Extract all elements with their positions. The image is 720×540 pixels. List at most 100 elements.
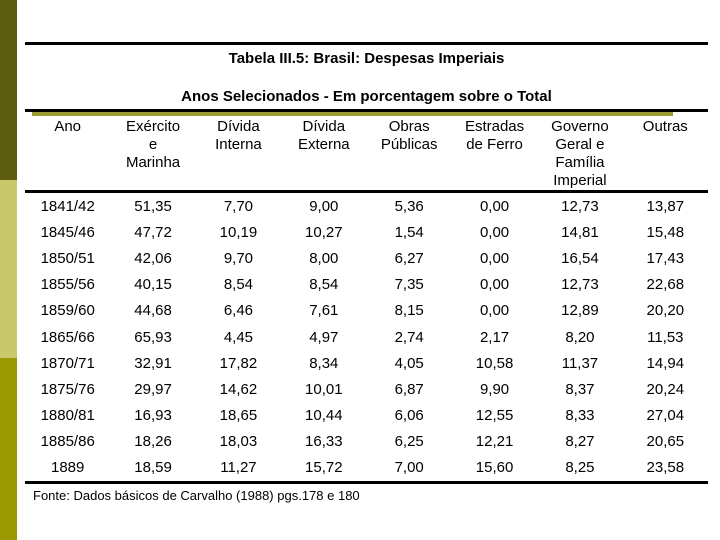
value-cell: 23,58 bbox=[646, 459, 685, 477]
value-cell: 18,26 bbox=[134, 433, 172, 451]
value-cell: 42,06 bbox=[134, 249, 172, 267]
value-cell: 8,54 bbox=[309, 276, 339, 294]
value-cell: 20,65 bbox=[646, 433, 685, 451]
value-cell: 9,90 bbox=[479, 380, 510, 398]
value-cell: 2,17 bbox=[479, 328, 510, 346]
table-bottom-rule bbox=[25, 481, 708, 484]
accent-bar-segment-medium bbox=[0, 358, 17, 540]
column-header-divida-externa: Dívida Externa bbox=[297, 118, 350, 153]
value-cell: 16,54 bbox=[561, 249, 599, 267]
value-cell: 2,74 bbox=[394, 328, 424, 346]
value-cell: 17,43 bbox=[646, 249, 685, 267]
value-cell: 29,97 bbox=[134, 380, 172, 398]
header-bottom-rule bbox=[25, 190, 708, 193]
value-cell: 18,59 bbox=[134, 459, 172, 477]
value-cell: 10,58 bbox=[475, 354, 514, 372]
value-cell: 4,45 bbox=[223, 328, 254, 346]
value-cell: 12,89 bbox=[561, 302, 599, 320]
value-cell: 47,72 bbox=[134, 223, 172, 241]
value-cell: 65,93 bbox=[134, 328, 172, 346]
value-cell: 44,68 bbox=[134, 302, 172, 320]
table-header-row: Ano Exército e Marinha Dívida Interna Dívid… bbox=[25, 117, 708, 190]
value-cell: 0,00 bbox=[479, 302, 510, 320]
table-row: 1885/86 18,26 18,03 16,33 6,25 12,21 8,27 20,65 bbox=[25, 429, 708, 455]
year-cell: 1875/76 bbox=[40, 380, 95, 398]
value-cell: 22,68 bbox=[646, 276, 685, 294]
value-cell: 6,46 bbox=[223, 302, 254, 320]
value-cell: 11,37 bbox=[561, 354, 599, 372]
value-cell: 8,37 bbox=[565, 380, 595, 398]
column-header-governo-geral-e-familia-imperial: Governo Geral e Família Imperial bbox=[551, 118, 609, 189]
value-cell: 7,61 bbox=[309, 302, 339, 320]
value-cell: 6,25 bbox=[394, 433, 424, 451]
table-row: 1875/76 29,97 14,62 10,01 6,87 9,90 8,37 20,24 bbox=[25, 376, 708, 402]
column-header-ano: Ano bbox=[54, 118, 82, 135]
value-cell: 9,70 bbox=[223, 249, 254, 267]
accent-bar-segment-light bbox=[0, 180, 17, 358]
header-accent-underline bbox=[32, 112, 673, 116]
table-row: 1855/56 40,15 8,54 8,54 7,35 0,00 12,73 22,68 bbox=[25, 272, 708, 298]
value-cell: 40,15 bbox=[134, 276, 172, 294]
value-cell: 10,19 bbox=[219, 223, 258, 241]
table-row: 1865/66 65,93 4,45 4,97 2,74 2,17 8,20 11,53 bbox=[25, 324, 708, 350]
value-cell: 14,94 bbox=[646, 354, 685, 372]
table-row: 1850/51 42,06 9,70 8,00 6,27 0,00 16,54 17,43 bbox=[25, 245, 708, 271]
value-cell: 8,54 bbox=[223, 276, 254, 294]
value-cell: 0,00 bbox=[479, 197, 510, 215]
value-cell: 8,34 bbox=[309, 354, 339, 372]
accent-bar-segment-dark bbox=[0, 0, 17, 180]
year-cell: 1889 bbox=[51, 459, 85, 477]
value-cell: 18,65 bbox=[219, 407, 258, 425]
value-cell: 9,00 bbox=[309, 197, 339, 215]
value-cell: 12,21 bbox=[475, 433, 514, 451]
value-cell: 6,87 bbox=[394, 380, 424, 398]
year-cell: 1850/51 bbox=[40, 249, 95, 267]
value-cell: 4,97 bbox=[309, 328, 339, 346]
value-cell: 27,04 bbox=[646, 407, 685, 425]
slide-subtitle: Anos Selecionados - Em porcentagem sobre… bbox=[181, 88, 552, 105]
value-cell: 15,48 bbox=[646, 223, 685, 241]
column-header-exercito-e-marinha: Exército e Marinha bbox=[125, 118, 181, 171]
despesas-imperiais-table: Ano Exército e Marinha Dívida Interna Dívid… bbox=[25, 117, 708, 484]
value-cell: 18,03 bbox=[219, 433, 258, 451]
value-cell: 4,05 bbox=[394, 354, 424, 372]
value-cell: 7,00 bbox=[394, 459, 424, 477]
value-cell: 0,00 bbox=[479, 223, 510, 241]
table-body: 1841/42 51,35 7,70 9,00 5,36 0,00 12,73 13,87 18… bbox=[25, 193, 708, 481]
value-cell: 6,06 bbox=[394, 407, 424, 425]
top-rule bbox=[25, 42, 708, 45]
value-cell: 14,81 bbox=[561, 223, 599, 241]
value-cell: 0,00 bbox=[479, 249, 510, 267]
value-cell: 32,91 bbox=[134, 354, 172, 372]
left-accent-bar bbox=[0, 0, 17, 540]
value-cell: 8,20 bbox=[565, 328, 595, 346]
value-cell: 5,36 bbox=[394, 197, 424, 215]
value-cell: 8,33 bbox=[565, 407, 595, 425]
year-cell: 1841/42 bbox=[40, 197, 95, 215]
value-cell: 7,35 bbox=[394, 276, 424, 294]
value-cell: 16,93 bbox=[134, 407, 172, 425]
year-cell: 1885/86 bbox=[40, 433, 95, 451]
value-cell: 10,27 bbox=[305, 223, 343, 241]
value-cell: 14,62 bbox=[219, 380, 258, 398]
header-top-rule bbox=[25, 109, 708, 112]
value-cell: 8,27 bbox=[565, 433, 595, 451]
value-cell: 7,70 bbox=[223, 197, 254, 215]
value-cell: 13,87 bbox=[646, 197, 685, 215]
value-cell: 0,00 bbox=[479, 276, 510, 294]
value-cell: 6,27 bbox=[394, 249, 424, 267]
value-cell: 17,82 bbox=[219, 354, 258, 372]
value-cell: 51,35 bbox=[134, 197, 172, 215]
value-cell: 1,54 bbox=[394, 223, 424, 241]
value-cell: 8,00 bbox=[309, 249, 339, 267]
column-header-obras-publicas: Obras Públicas bbox=[380, 118, 438, 153]
value-cell: 12,73 bbox=[561, 276, 599, 294]
table-row: 1870/71 32,91 17,82 8,34 4,05 10,58 11,37 14,94 bbox=[25, 350, 708, 376]
year-cell: 1845/46 bbox=[40, 223, 95, 241]
table-row: 1841/42 51,35 7,70 9,00 5,36 0,00 12,73 13,87 bbox=[25, 193, 708, 219]
table-row: 1889 18,59 11,27 15,72 7,00 15,60 8,25 23,58 bbox=[25, 455, 708, 481]
table-row: 1845/46 47,72 10,19 10,27 1,54 0,00 14,81 15,48 bbox=[25, 219, 708, 245]
value-cell: 15,72 bbox=[305, 459, 343, 477]
value-cell: 8,25 bbox=[565, 459, 595, 477]
